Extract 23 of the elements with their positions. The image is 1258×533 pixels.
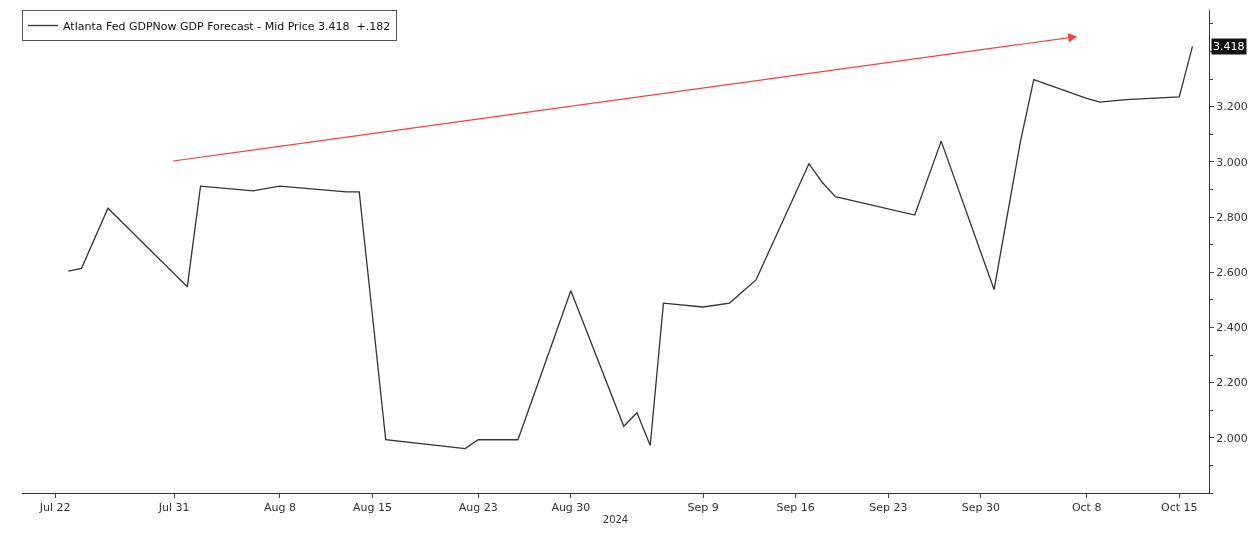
x-tick-label: Sep 16 — [776, 501, 815, 515]
annotation: 3.418 — [1213, 40, 1245, 53]
x-tick-label: Jul 31 — [157, 501, 190, 515]
y-tick-label: 2.200 — [1216, 376, 1248, 390]
x-tick-label: Sep 23 — [869, 501, 908, 515]
x-tick-label: Aug 8 — [263, 501, 296, 515]
x-tick-label: Oct 15 — [1160, 501, 1198, 515]
x-tick-label: Sep 9 — [687, 501, 719, 515]
legend-label: Atlanta Fed GDPNow GDP Forecast - Mid Price 3.418 +.182 — [63, 19, 391, 33]
x-tick-label: Aug 15 — [352, 501, 392, 515]
x-tick-label: Sep 30 — [961, 501, 1000, 515]
x-axis-title: 2024 — [602, 513, 629, 525]
y-tick-label: 3.200 — [1216, 100, 1248, 114]
y-tick-label: 2.400 — [1216, 321, 1248, 335]
x-tick-label: Oct 8 — [1071, 501, 1102, 515]
y-tick-label: 2.000 — [1216, 431, 1248, 445]
x-tick-label: Jul 22 — [38, 501, 71, 515]
y-tick-label: 2.800 — [1216, 210, 1248, 224]
y-tick-label: 3.000 — [1216, 155, 1248, 169]
x-tick-label: Aug 30 — [551, 501, 591, 515]
line-series — [67, 45, 1194, 450]
y-tick-label: 2.600 — [1216, 266, 1248, 280]
x-tick-label: Aug 23 — [458, 501, 498, 515]
